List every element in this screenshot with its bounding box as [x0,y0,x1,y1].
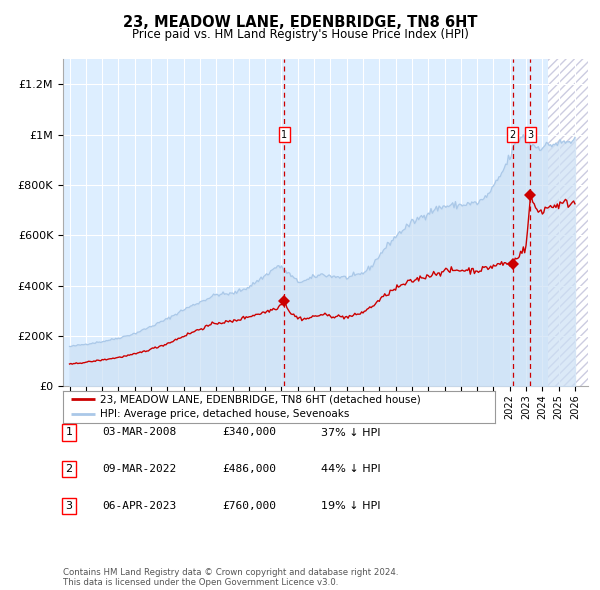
Text: 2: 2 [65,464,73,474]
Bar [548,59,588,386]
Text: 23, MEADOW LANE, EDENBRIDGE, TN8 6HT (detached house): 23, MEADOW LANE, EDENBRIDGE, TN8 6HT (de… [100,394,421,404]
Text: 2: 2 [510,130,516,140]
Text: £760,000: £760,000 [222,501,276,510]
Text: £340,000: £340,000 [222,428,276,437]
Text: £486,000: £486,000 [222,464,276,474]
Text: 03-MAR-2008: 03-MAR-2008 [102,428,176,437]
Text: 1: 1 [281,130,287,140]
Text: 3: 3 [65,501,73,510]
Text: 06-APR-2023: 06-APR-2023 [102,501,176,510]
Bar [548,59,588,386]
Text: 37% ↓ HPI: 37% ↓ HPI [321,428,380,437]
Text: Price paid vs. HM Land Registry's House Price Index (HPI): Price paid vs. HM Land Registry's House … [131,28,469,41]
Text: 3: 3 [527,130,533,140]
Text: Contains HM Land Registry data © Crown copyright and database right 2024.
This d: Contains HM Land Registry data © Crown c… [63,568,398,587]
Text: 23, MEADOW LANE, EDENBRIDGE, TN8 6HT: 23, MEADOW LANE, EDENBRIDGE, TN8 6HT [123,15,477,30]
Text: 44% ↓ HPI: 44% ↓ HPI [321,464,380,474]
Text: 09-MAR-2022: 09-MAR-2022 [102,464,176,474]
Text: 19% ↓ HPI: 19% ↓ HPI [321,501,380,510]
Text: HPI: Average price, detached house, Sevenoaks: HPI: Average price, detached house, Seve… [100,409,349,419]
Text: 1: 1 [65,428,73,437]
